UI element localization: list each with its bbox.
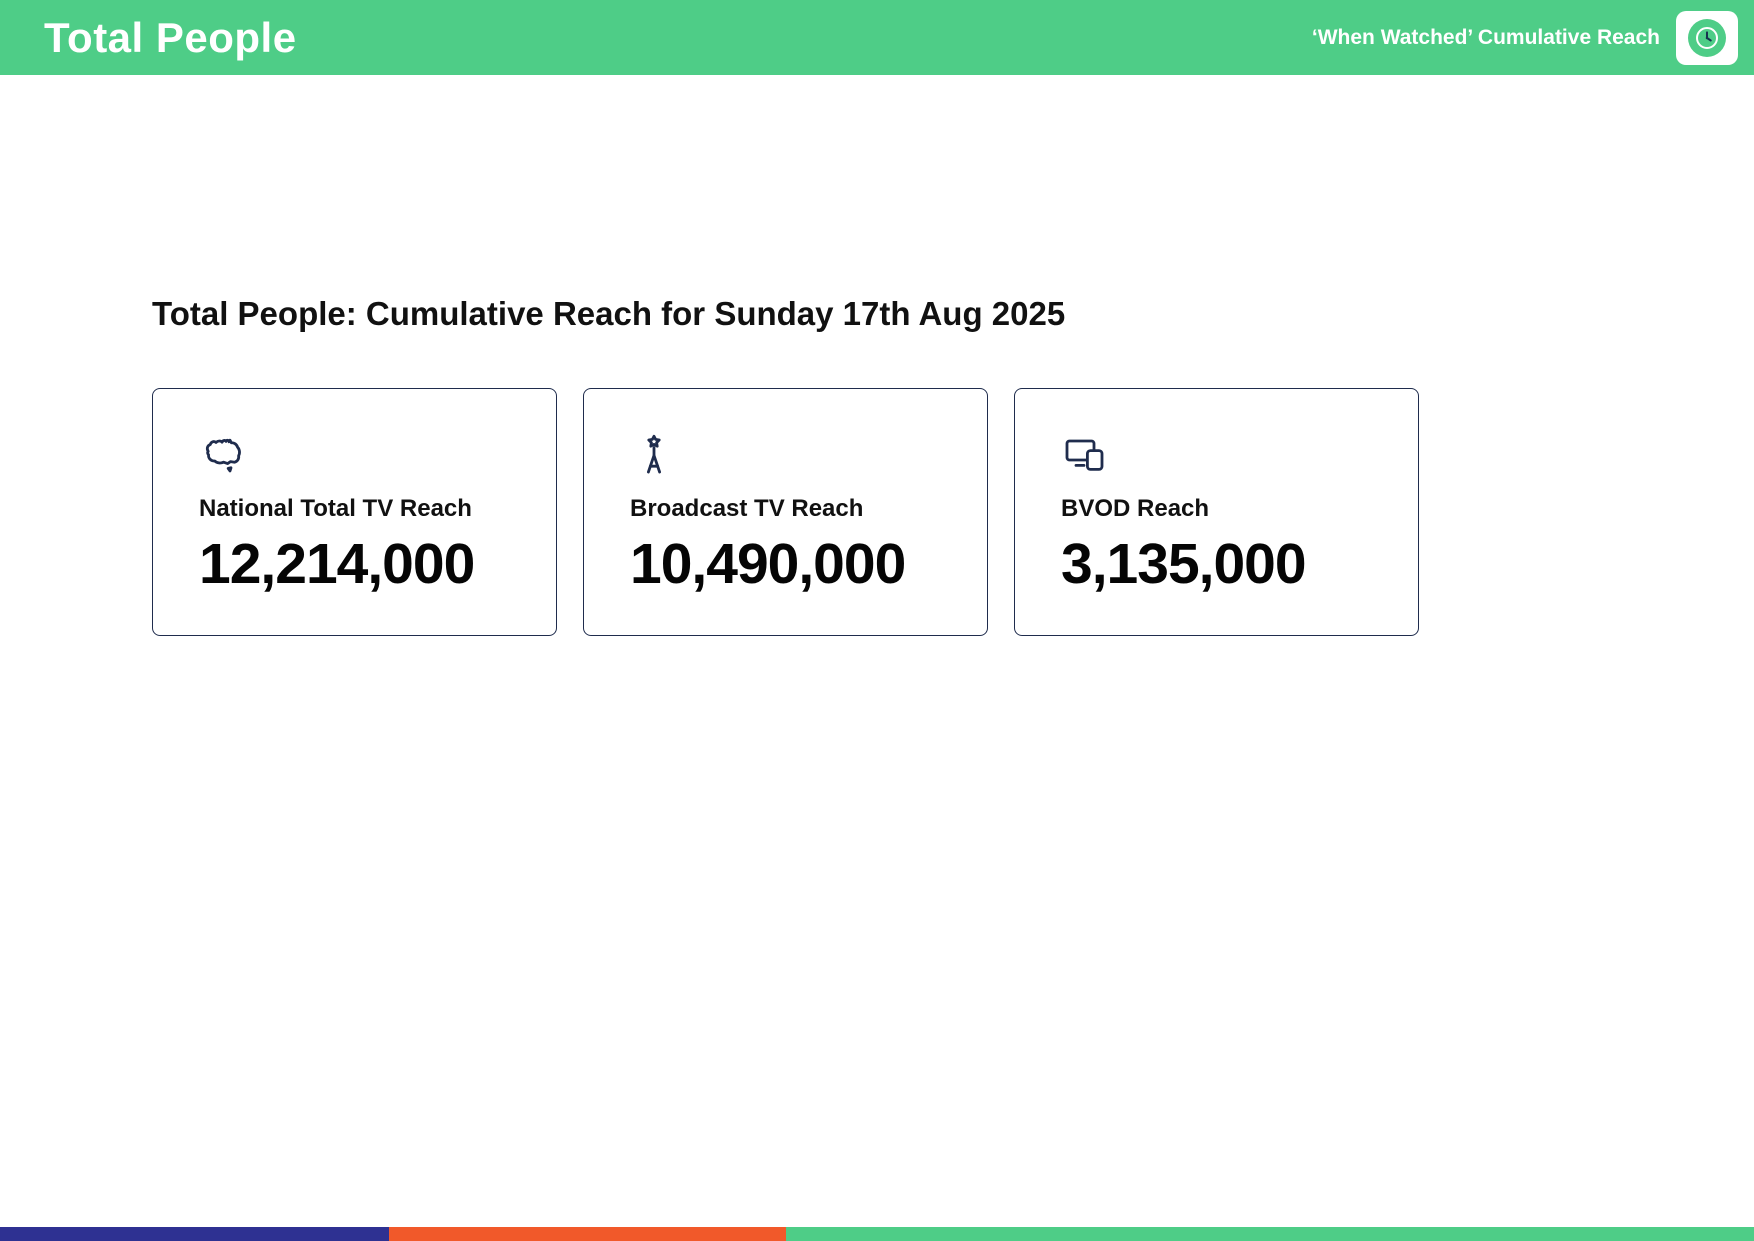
page-title: Total People: Cumulative Reach for Sunda… (152, 295, 1066, 332)
card-value: 10,490,000 (630, 532, 906, 596)
card-label: National Total TV Reach (199, 495, 472, 522)
app-title: Total People (44, 13, 297, 61)
card-value: 12,214,000 (199, 532, 475, 596)
footer-stripe-blue (0, 1227, 390, 1241)
card-value: 3,135,000 (1061, 532, 1307, 596)
dual-screens-icon (1061, 431, 1109, 479)
card-bvod-reach: BVOD Reach 3,135,000 (1014, 388, 1419, 636)
card-national-total-tv-reach: National Total TV Reach 12,214,000 (152, 388, 557, 636)
header-bar: Total People ‘When Watched’ Cumulative R… (0, 0, 1754, 75)
card-label: BVOD Reach (1061, 495, 1210, 522)
header-right-group: ‘When Watched’ Cumulative Reach (1311, 10, 1738, 65)
broadcast-tower-icon (630, 431, 678, 479)
clock-logo-badge (1676, 10, 1738, 65)
card-label: Broadcast TV Reach (630, 495, 864, 522)
footer-stripe-green (785, 1227, 1754, 1241)
kpi-card-row: National Total TV Reach 12,214,000 Broad… (152, 388, 1419, 636)
header-subtitle: ‘When Watched’ Cumulative Reach (1311, 25, 1660, 49)
card-broadcast-tv-reach: Broadcast TV Reach 10,490,000 (583, 388, 988, 636)
clock-icon (1688, 18, 1726, 57)
footer-stripe-orange (389, 1227, 786, 1241)
australia-map-icon (199, 431, 247, 479)
footer-color-stripe (0, 1227, 1754, 1241)
